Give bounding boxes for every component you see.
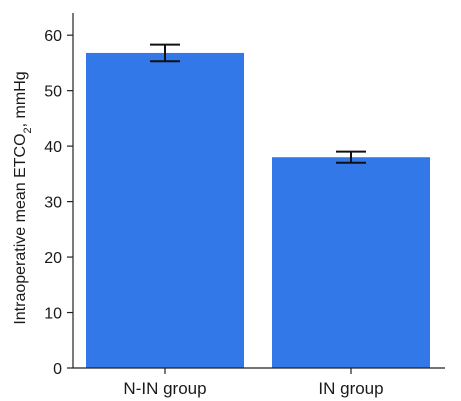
y-axis: 0 10 20 30 40 50 60: [44, 13, 74, 378]
bar: [272, 157, 430, 368]
bars: [86, 52, 430, 368]
y-tick-label: 50: [44, 84, 62, 101]
bar: [86, 52, 244, 368]
y-axis-title-subscript: 2: [22, 127, 34, 133]
y-tick-label: 0: [53, 361, 62, 378]
error-bars: [150, 43, 366, 164]
x-tick-label: IN group: [318, 379, 383, 398]
x-axis: N-IN group IN group: [73, 367, 445, 398]
y-axis-title: Intraoperative mean ETCO2, mmHg: [12, 71, 34, 324]
y-tick-label: 20: [44, 250, 62, 267]
y-axis-title-unit: , mmHg: [12, 71, 29, 127]
y-axis-title-main: Intraoperative mean ETCO: [12, 133, 29, 324]
y-tick-label: 40: [44, 139, 62, 156]
y-tick-label: 30: [44, 195, 62, 212]
y-tick-label: 10: [44, 306, 62, 323]
x-tick-label: N-IN group: [123, 379, 206, 398]
y-tick-label: 60: [44, 28, 62, 45]
